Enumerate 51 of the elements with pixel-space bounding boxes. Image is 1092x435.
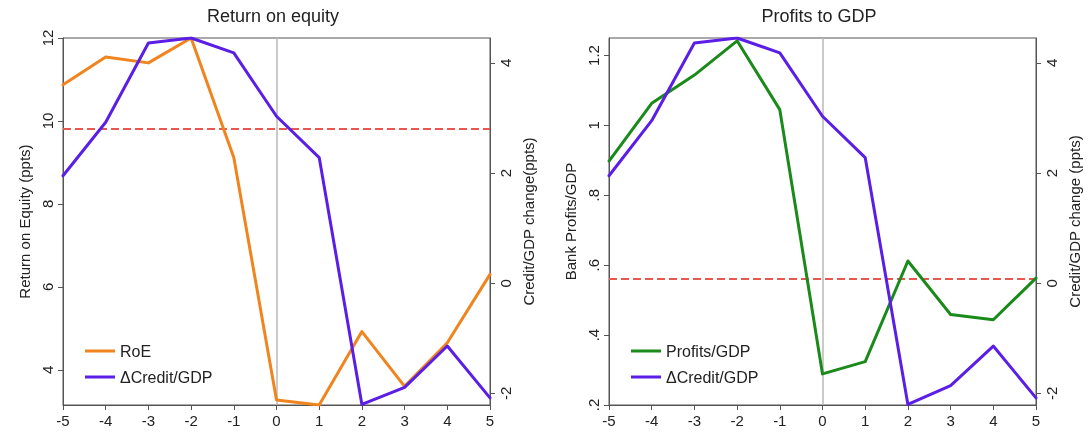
x-tick-label: 3	[946, 412, 955, 429]
y-axis-title: Bank Profits/GDP	[562, 162, 580, 281]
y2-tick-label: -2	[1043, 386, 1060, 401]
x-tick-label: -5	[602, 412, 616, 429]
y2-tick-label: -2	[497, 386, 514, 401]
y2-tick-label: 4	[497, 58, 514, 67]
x-tick-label: 0	[272, 412, 281, 429]
y-axis-title: Return on Equity (ppts)	[16, 144, 34, 299]
x-tick-label: -1	[773, 412, 787, 429]
x-tick-label: 1	[861, 412, 870, 429]
y-tick-label: 1	[585, 121, 602, 130]
y-tick-label: 10	[39, 112, 56, 130]
legend-label: ΔCredit/GDP	[120, 368, 213, 386]
y2-tick-label: 2	[1043, 168, 1060, 178]
y-tick-label: 1.2	[585, 45, 602, 66]
y-tick-label: 12	[39, 29, 56, 47]
x-tick-label: -3	[141, 412, 156, 429]
y2-tick-label: 0	[497, 279, 514, 288]
x-tick-label: -1	[227, 412, 241, 429]
y-tick-label: .6	[585, 258, 602, 272]
y-tick-label: .8	[585, 189, 602, 202]
x-tick-label: 4	[989, 412, 998, 429]
y-tick-label: 8	[39, 199, 56, 209]
x-tick-label: 5	[485, 412, 495, 429]
y2-tick-label: 4	[1043, 58, 1060, 67]
y-tick-label: .4	[585, 328, 602, 342]
y-tick-label: 6	[39, 282, 56, 291]
legend-label: ΔCredit/GDP	[666, 368, 759, 386]
x-tick-label: 1	[315, 412, 324, 429]
x-tick-label: 2	[903, 412, 913, 429]
chart-title: Profits to GDP	[761, 6, 877, 26]
legend-label: Profits/GDP	[666, 342, 751, 360]
y-tick-label: 4	[39, 365, 56, 374]
y2-axis-title: Credit/GDP change (ppts)	[1065, 135, 1083, 308]
y2-axis-title: Credit/GDP change(ppts)	[519, 137, 537, 306]
legend-label: RoE	[120, 342, 152, 360]
x-tick-label: 3	[400, 412, 409, 429]
x-tick-label: 2	[357, 412, 367, 429]
x-tick-label: -5	[56, 412, 70, 429]
x-tick-label: -2	[184, 412, 198, 429]
x-tick-label: -2	[730, 412, 744, 429]
y2-tick-label: 2	[497, 168, 514, 178]
x-tick-label: -4	[645, 412, 659, 429]
x-tick-label: -3	[687, 412, 702, 429]
chart-title: Return on equity	[206, 6, 340, 26]
x-tick-label: 4	[443, 412, 452, 429]
y-tick-label: .2	[585, 398, 602, 412]
y2-tick-label: 0	[1043, 279, 1060, 288]
x-tick-label: -4	[99, 412, 113, 429]
x-tick-label: 0	[818, 412, 827, 429]
x-tick-label: 5	[1031, 412, 1041, 429]
